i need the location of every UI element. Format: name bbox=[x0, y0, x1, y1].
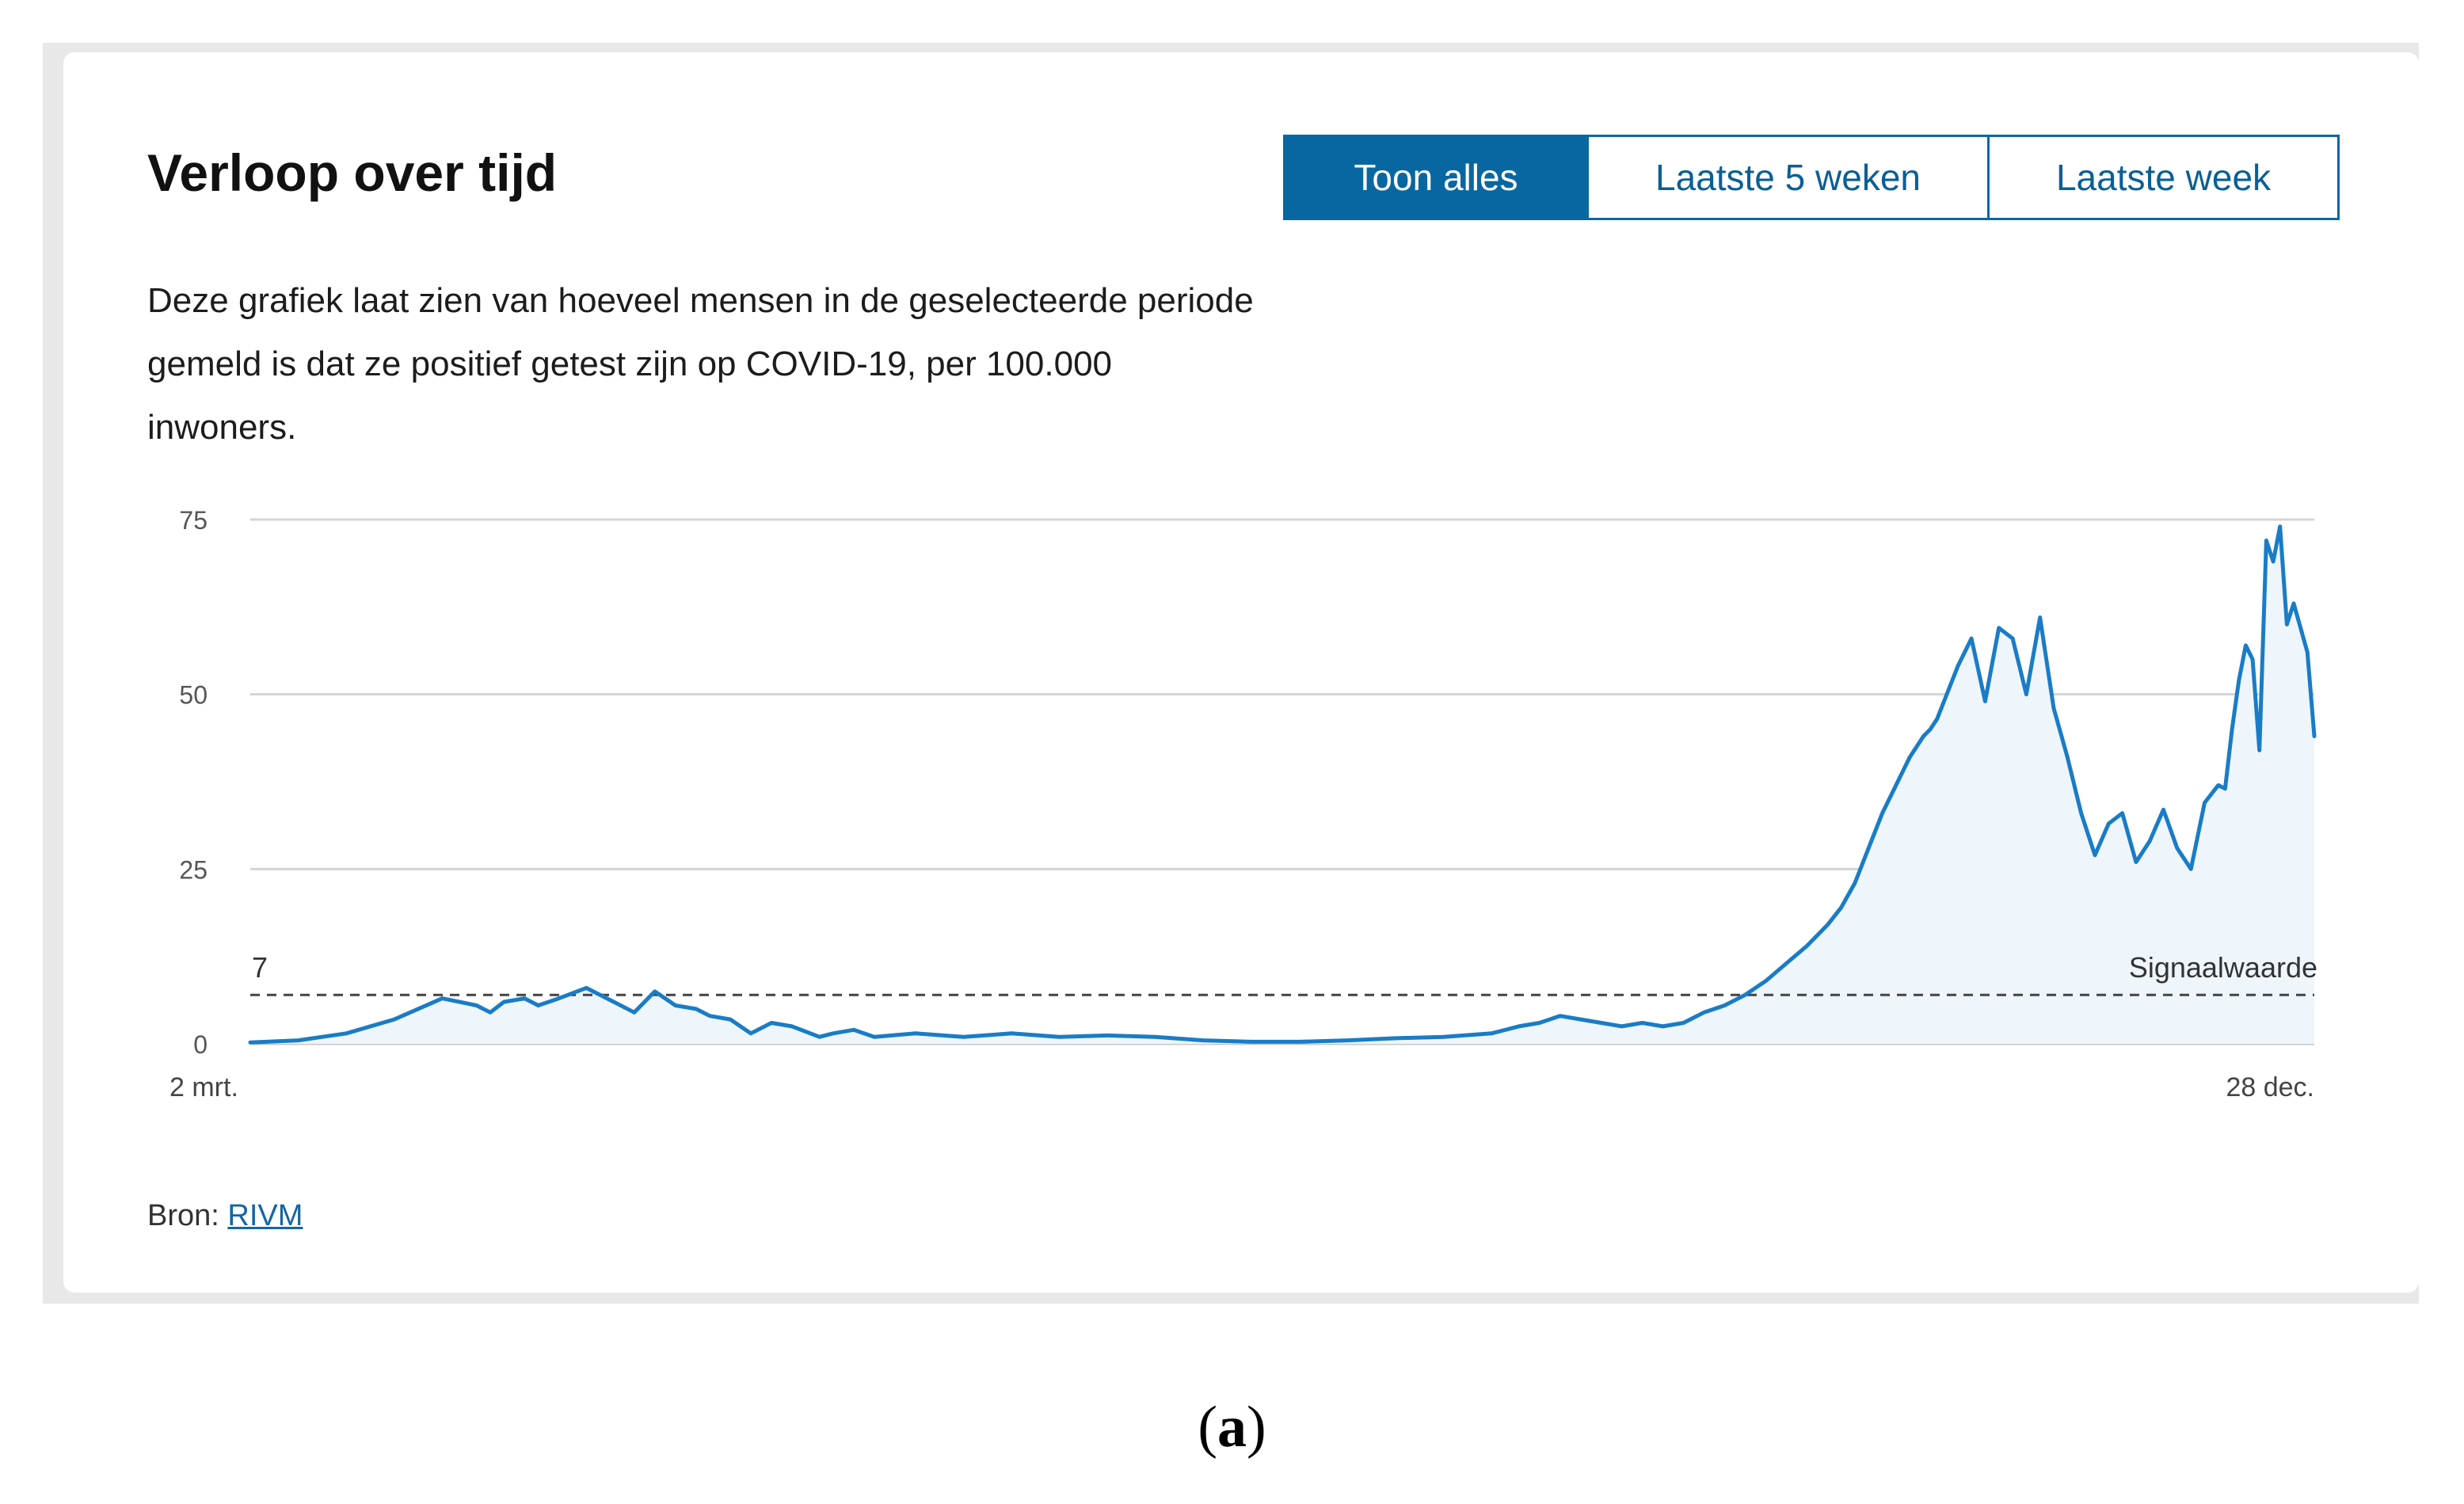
source-label: Bron: bbox=[147, 1199, 219, 1232]
x-tick-end: 28 dec. bbox=[2226, 1072, 2314, 1102]
caption-open: ( bbox=[1198, 1395, 1217, 1460]
y-tick-label: 0 bbox=[193, 1030, 208, 1059]
source-link[interactable]: RIVM bbox=[227, 1199, 303, 1232]
chart-card bbox=[63, 52, 2419, 1293]
line-layer bbox=[248, 524, 2317, 1045]
caption-close: ) bbox=[1247, 1395, 1266, 1460]
series-area bbox=[250, 526, 2314, 1044]
toggle-last-5-weeks-button[interactable]: Laatste 5 weken bbox=[1586, 137, 1987, 218]
threshold-label: Signaalwaarde bbox=[2129, 951, 2317, 984]
y-tick-label: 50 bbox=[179, 681, 208, 710]
threshold-layer: 7 Signaalwaarde bbox=[250, 951, 2317, 996]
toggle-last-week-button[interactable]: Laatste week bbox=[1987, 137, 2337, 218]
series-line bbox=[248, 524, 2317, 1045]
area-layer bbox=[250, 526, 2314, 1044]
caption-letter: a bbox=[1217, 1395, 1247, 1460]
toggle-show-all-button[interactable]: Toon alles bbox=[1285, 137, 1586, 218]
y-tick-labels: 0 25 50 75 bbox=[179, 506, 208, 1059]
threshold-value-label: 7 bbox=[252, 951, 268, 984]
source-line: Bron: RIVM bbox=[147, 1199, 303, 1233]
y-tick-label: 75 bbox=[179, 506, 208, 535]
x-tick-start: 2 mrt. bbox=[169, 1072, 238, 1102]
chart-title: Verloop over tijd bbox=[147, 143, 558, 202]
figure-caption: (a) bbox=[0, 1394, 2464, 1461]
x-tick-labels: 2 mrt. 28 dec. bbox=[169, 1072, 2314, 1102]
period-toggle: Toon alles Laatste 5 weken Laatste week bbox=[1283, 135, 2340, 220]
y-tick-label: 25 bbox=[179, 855, 208, 884]
chart-description: Deze grafiek laat zien van hoeveel mense… bbox=[147, 281, 1254, 447]
